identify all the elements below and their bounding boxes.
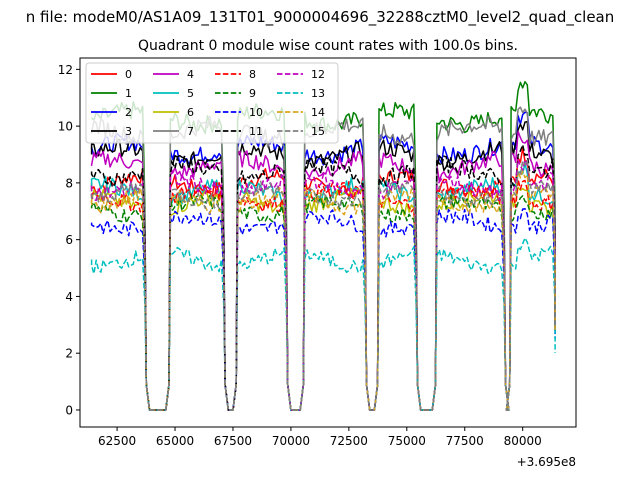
- legend-label-14: 14: [311, 106, 325, 119]
- y-tick-label: 8: [65, 176, 73, 190]
- x-tick-label: 67500: [214, 434, 252, 448]
- x-tick-label: 62500: [98, 434, 136, 448]
- legend-label-4: 4: [187, 68, 194, 81]
- figure-suptitle: n file: modeM0/AS1A09_131T01_9000004696_…: [26, 8, 615, 27]
- legend-label-2: 2: [125, 106, 132, 119]
- y-tick-label: 6: [65, 233, 73, 247]
- y-tick-label: 0: [65, 403, 73, 417]
- series-line-12: [90, 158, 556, 411]
- legend-label-13: 13: [311, 87, 325, 100]
- y-tick-label: 12: [58, 63, 73, 77]
- x-tick-label: 72500: [330, 434, 368, 448]
- x-offset-label: +3.695e8: [517, 455, 576, 469]
- series-line-10: [90, 208, 556, 411]
- chart-title: Quadrant 0 module wise count rates with …: [138, 38, 518, 54]
- x-tick-label: 80000: [504, 434, 542, 448]
- legend-box: [85, 62, 339, 144]
- legend-label-15: 15: [311, 125, 325, 138]
- series-line-9: [90, 193, 556, 411]
- x-tick-label: 77500: [446, 434, 484, 448]
- axes: 62500 65000 67500 70000 72500 75000 77500 80000…: [58, 57, 577, 448]
- y-tick-label: 2: [65, 347, 73, 361]
- legend-label-0: 0: [125, 68, 132, 81]
- series-line-11: [90, 144, 556, 411]
- series-line-2: [90, 111, 556, 411]
- series-line-6: [90, 186, 556, 411]
- legend-label-3: 3: [125, 125, 132, 138]
- series-line-15: [90, 159, 556, 411]
- legend-label-10: 10: [249, 106, 263, 119]
- legend-label-9: 9: [249, 87, 256, 100]
- y-tick-label: 10: [58, 120, 73, 134]
- series-line-13: [90, 237, 556, 411]
- x-tick-label: 70000: [272, 434, 310, 448]
- series-layer: [90, 80, 556, 411]
- series-line-8: [90, 178, 556, 411]
- legend-label-11: 11: [249, 125, 263, 138]
- x-tick-label: 75000: [388, 434, 426, 448]
- series-line-3: [90, 120, 556, 411]
- legend-label-5: 5: [187, 87, 194, 100]
- plot-frame: [79, 57, 577, 428]
- legend-label-1: 1: [125, 87, 132, 100]
- series-line-14: [90, 170, 556, 411]
- y-tick-label: 4: [65, 290, 73, 304]
- legend-label-7: 7: [187, 125, 194, 138]
- legend-label-8: 8: [249, 68, 256, 81]
- legend-label-6: 6: [187, 106, 194, 119]
- x-tick-label: 65000: [156, 434, 194, 448]
- series-line-4: [90, 130, 556, 411]
- legend-label-12: 12: [311, 68, 325, 81]
